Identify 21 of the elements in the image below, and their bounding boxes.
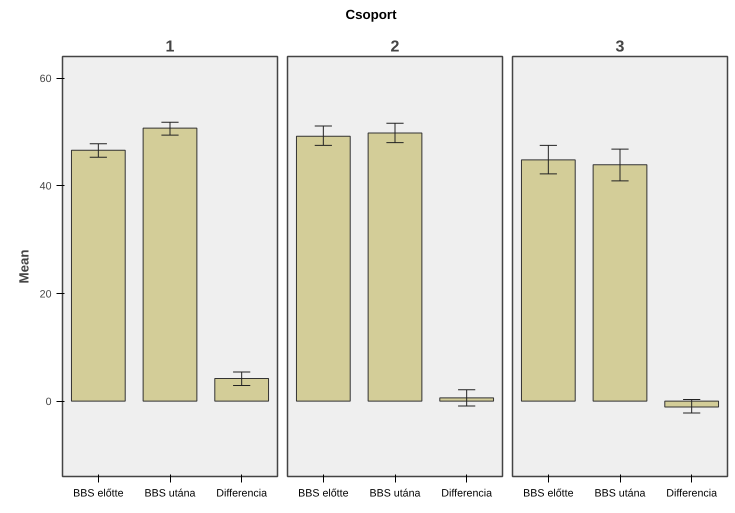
x-tick-label: BBS előtte: [298, 488, 349, 500]
x-tick-label: BBS előtte: [523, 488, 574, 500]
y-tick-label: 20: [40, 288, 52, 300]
chart-title: 2: [390, 38, 400, 56]
x-tick-label: Differencia: [666, 488, 718, 500]
bar: [142, 128, 198, 402]
x-tick-label: BBS előtte: [73, 488, 124, 500]
x-tick-label: BBS utána: [144, 488, 196, 500]
x-tick-label: BBS utána: [594, 488, 646, 500]
chart-title: 3: [616, 38, 625, 56]
y-tick-label: 60: [40, 73, 52, 86]
y-tick-label: 0: [46, 396, 52, 408]
bar: [214, 378, 270, 402]
x-tick-label: Differencia: [441, 488, 492, 500]
x-tick-label: BBS utána: [370, 488, 421, 500]
bar: [70, 150, 126, 402]
chart-title: 1: [166, 38, 175, 56]
x-tick-label: Differencia: [216, 488, 268, 500]
text: Csoport: [344, 6, 398, 24]
y-tick-label: 40: [40, 180, 52, 193]
y-axis-title: Mean: [16, 249, 32, 284]
